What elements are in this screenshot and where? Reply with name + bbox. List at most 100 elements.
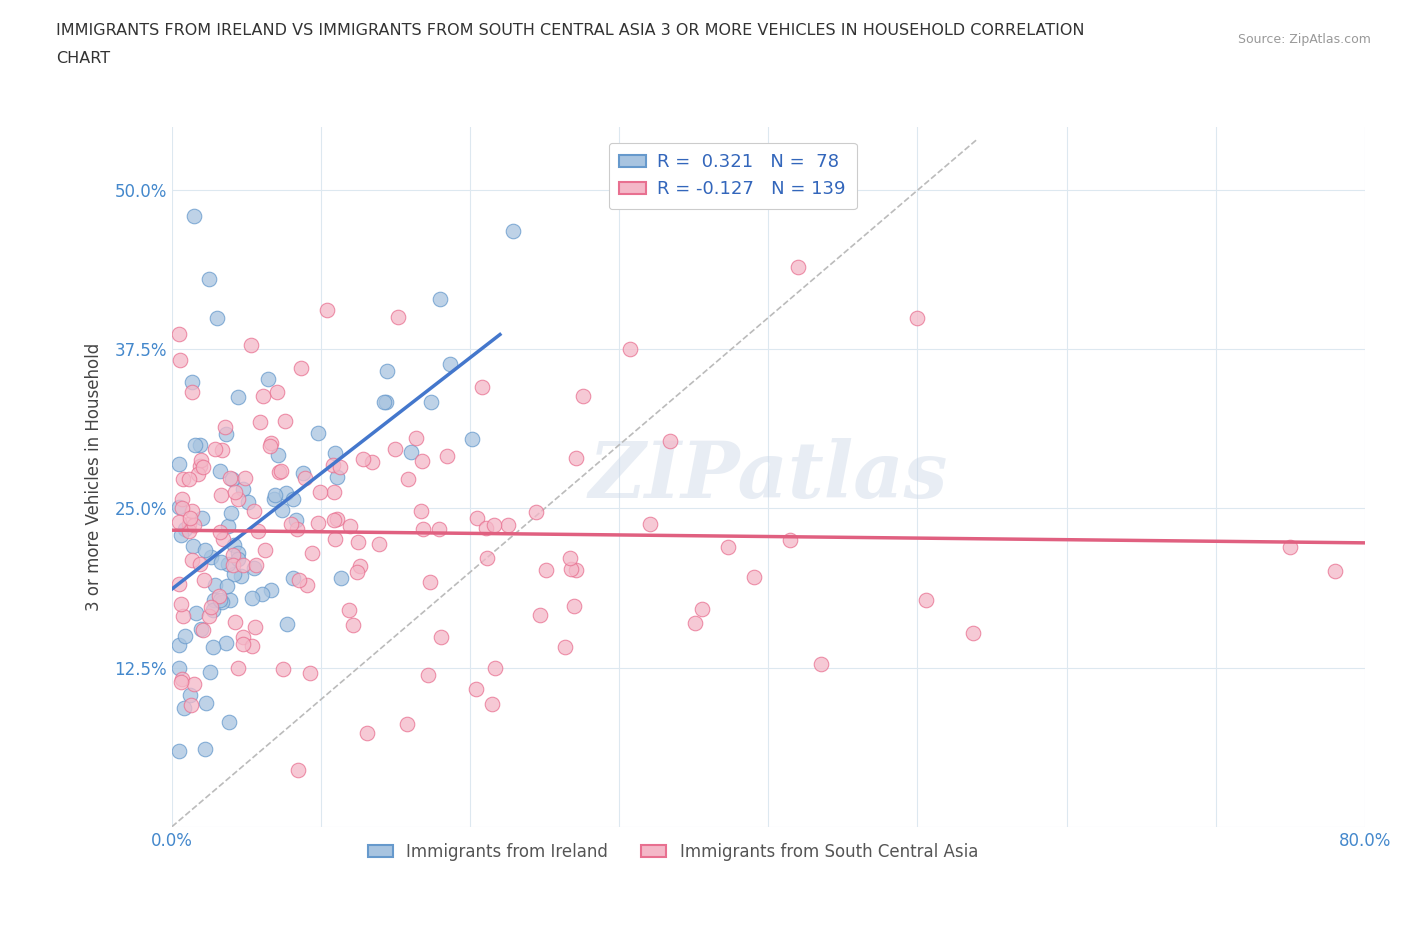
Point — [249, 415, 271, 430]
Point — [524, 504, 547, 519]
Point — [217, 519, 239, 534]
Point — [742, 570, 765, 585]
Point — [360, 455, 382, 470]
Point — [172, 608, 194, 623]
Point — [172, 671, 194, 686]
Point — [281, 491, 304, 506]
Point — [202, 603, 225, 618]
Point — [226, 660, 249, 675]
Point — [375, 364, 398, 379]
Point — [243, 619, 266, 634]
Point — [209, 525, 232, 539]
Point — [193, 572, 215, 587]
Point — [169, 527, 191, 542]
Point — [169, 499, 191, 514]
Point — [323, 445, 346, 460]
Point — [181, 552, 204, 567]
Point — [496, 517, 519, 532]
Point — [287, 763, 309, 777]
Point — [322, 458, 344, 472]
Text: IMMIGRANTS FROM IRELAND VS IMMIGRANTS FROM SOUTH CENTRAL ASIA 3 OR MORE VEHICLES: IMMIGRANTS FROM IRELAND VS IMMIGRANTS FR… — [56, 23, 1085, 38]
Point — [692, 602, 714, 617]
Point — [367, 537, 389, 551]
Point — [270, 463, 292, 478]
Point — [224, 538, 246, 552]
Point — [179, 517, 201, 532]
Point — [215, 636, 238, 651]
Point — [291, 466, 314, 481]
Point — [217, 556, 239, 571]
Point — [301, 545, 323, 560]
Point — [396, 472, 419, 486]
Point — [565, 450, 588, 465]
Point — [228, 492, 250, 507]
Point — [235, 471, 257, 485]
Point — [250, 587, 273, 602]
Point — [181, 375, 204, 390]
Point — [194, 542, 217, 557]
Point — [173, 521, 195, 536]
Point — [256, 372, 278, 387]
Point — [198, 664, 221, 679]
Point — [215, 578, 238, 593]
Point — [204, 578, 226, 593]
Point — [218, 471, 240, 485]
Point — [179, 688, 201, 703]
Point — [285, 512, 308, 527]
Point — [717, 540, 740, 555]
Point — [288, 572, 311, 587]
Point — [221, 548, 243, 563]
Point — [405, 431, 427, 445]
Point — [572, 389, 595, 404]
Point — [169, 577, 191, 591]
Point — [190, 621, 212, 636]
Point — [396, 717, 419, 732]
Point — [274, 485, 297, 500]
Point — [683, 616, 706, 631]
Point — [269, 465, 291, 480]
Point — [240, 639, 263, 654]
Point — [1279, 539, 1302, 554]
Point — [316, 302, 339, 317]
Point — [308, 485, 330, 499]
Point — [412, 522, 434, 537]
Point — [170, 500, 193, 515]
Point — [232, 637, 254, 652]
Point — [198, 608, 221, 623]
Point — [375, 394, 398, 409]
Point — [419, 575, 441, 590]
Point — [221, 472, 243, 486]
Point — [347, 534, 370, 549]
Point — [222, 558, 245, 573]
Point — [290, 361, 312, 376]
Point — [169, 675, 191, 690]
Point — [183, 518, 205, 533]
Point — [259, 438, 281, 453]
Point — [194, 741, 217, 756]
Point — [169, 660, 191, 675]
Point — [208, 589, 231, 604]
Point — [226, 546, 249, 561]
Point — [183, 208, 205, 223]
Point — [560, 562, 582, 577]
Point — [307, 516, 329, 531]
Point — [188, 458, 211, 473]
Point — [411, 454, 433, 469]
Point — [373, 395, 395, 410]
Point — [266, 384, 288, 399]
Point — [285, 522, 308, 537]
Point — [214, 420, 236, 435]
Point — [416, 668, 439, 683]
Point — [299, 666, 322, 681]
Point — [307, 425, 329, 440]
Point — [181, 503, 204, 518]
Point — [529, 607, 551, 622]
Point — [194, 696, 217, 711]
Text: CHART: CHART — [56, 51, 110, 66]
Point — [188, 437, 211, 452]
Point — [271, 503, 294, 518]
Point — [475, 521, 498, 536]
Point — [565, 563, 588, 578]
Point — [190, 452, 212, 467]
Point — [481, 697, 503, 711]
